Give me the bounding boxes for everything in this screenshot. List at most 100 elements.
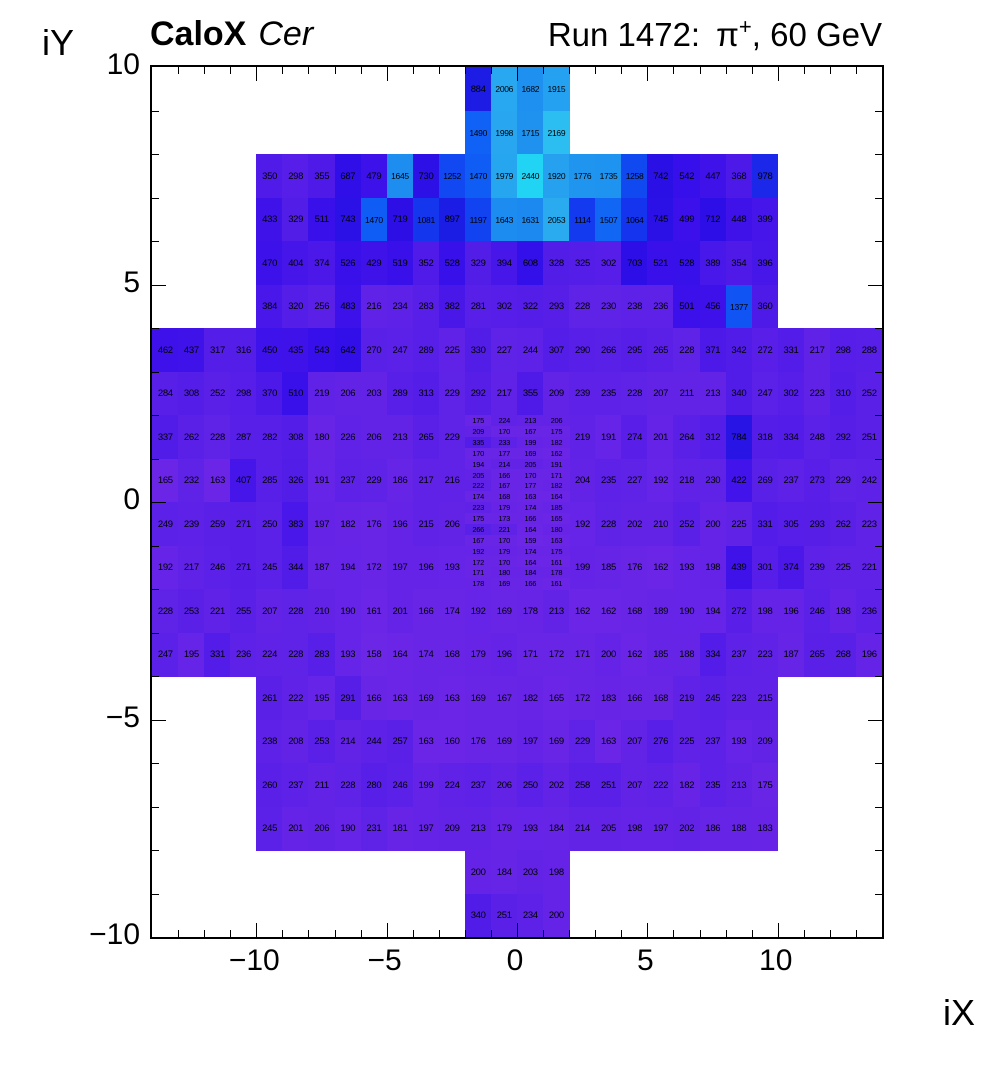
heatmap-cell: 742 [647, 154, 674, 199]
axis-tick [875, 371, 882, 373]
heatmap-fine-cell: 191 [543, 458, 570, 470]
axis-tick [204, 930, 206, 937]
heatmap-cell: 1507 [595, 197, 622, 242]
heatmap-cell: 174 [438, 589, 466, 634]
axis-tick [230, 930, 232, 937]
x-tick-label: −5 [367, 944, 402, 977]
axis-tick [868, 719, 882, 721]
heatmap-cell: 167 [490, 676, 518, 721]
heatmap-cell: 448 [725, 197, 753, 242]
heatmap-cell: 255 [230, 589, 257, 634]
heatmap-fine-cell: 177 [490, 447, 518, 459]
heatmap-cell: 272 [751, 328, 779, 373]
heatmap-cell: 217 [178, 545, 205, 590]
axis-tick [412, 67, 414, 74]
heatmap-cell: 198 [621, 806, 648, 851]
heatmap-cell: 169 [543, 719, 570, 764]
axis-tick [777, 67, 779, 81]
heatmap-cell: 298 [230, 371, 257, 416]
heatmap-fine-cell: 167 [490, 480, 518, 492]
heatmap-fine-cell: 168 [490, 491, 518, 503]
heatmap-cell: 262 [178, 415, 205, 460]
heatmap-cell: 205 [595, 806, 622, 851]
heatmap-cell: 245 [699, 676, 727, 721]
axis-tick [621, 930, 623, 937]
heatmap-cell: 354 [725, 241, 753, 286]
heatmap-cell: 1645 [386, 154, 414, 199]
heatmap-cell: 171 [569, 632, 596, 677]
heatmap-cell: 745 [647, 197, 674, 242]
heatmap-cell: 217 [412, 458, 440, 503]
heatmap-cell: 1258 [621, 154, 648, 199]
heatmap-fine-cell: 185 [543, 502, 570, 514]
axis-tick [517, 923, 518, 937]
heatmap-cell: 237 [777, 458, 805, 503]
heatmap-cell: 437 [178, 328, 205, 373]
heatmap-cell: 197 [308, 502, 336, 547]
heatmap-cells-layer: 884 2006 1682 1915 1490 1998 1715 2169 350 298 355… [152, 67, 882, 937]
heatmap-cell: 389 [699, 241, 727, 286]
heatmap-cell: 784 [725, 415, 753, 460]
heatmap-cell: 256 [308, 284, 336, 329]
heatmap-cell: 175 [751, 763, 779, 808]
heatmap-cell: 350 [256, 154, 283, 199]
heatmap-cell: 198 [751, 589, 779, 634]
y-tick-label: 10 [106, 48, 140, 81]
heatmap-cell: 253 [178, 589, 205, 634]
heatmap-cell: 284 [152, 371, 179, 416]
title-channel: Cer [258, 15, 314, 53]
axis-tick [256, 923, 258, 937]
heatmap-cell: 202 [673, 806, 701, 851]
axis-tick [875, 328, 882, 329]
heatmap-cell: 206 [308, 806, 336, 851]
heatmap-cell: 329 [282, 197, 309, 242]
heatmap-cell: 1114 [569, 197, 596, 242]
heatmap-fine-cell: 171 [464, 567, 492, 579]
heatmap-cell: 197 [412, 806, 440, 851]
heatmap-cell: 274 [621, 415, 648, 460]
heatmap-cell: 228 [204, 415, 231, 460]
heatmap-cell: 251 [595, 763, 622, 808]
heatmap-cell: 1377 [725, 284, 753, 329]
heatmap-cell: 228 [595, 502, 622, 547]
axis-tick [875, 589, 882, 590]
y-axis-title: iY [42, 22, 75, 63]
axis-tick [868, 502, 882, 503]
heatmap-cell: 239 [803, 545, 831, 590]
heatmap-cell: 236 [230, 632, 257, 677]
axis-tick [725, 930, 727, 937]
heatmap-cell: 251 [855, 415, 882, 460]
heatmap-cell: 329 [464, 241, 492, 286]
heatmap-cell: 247 [751, 371, 779, 416]
heatmap-fine-cell: 182 [543, 436, 570, 449]
axis-tick [490, 930, 492, 937]
heatmap-cell: 1920 [543, 154, 570, 199]
axis-tick [875, 458, 882, 460]
heatmap-cell: 166 [360, 676, 388, 721]
heatmap-cell: 162 [569, 589, 596, 634]
heatmap-fine-cell: 175 [464, 415, 492, 427]
heatmap-cell: 235 [595, 458, 622, 503]
heatmap-fine-cell: 221 [490, 523, 518, 536]
axis-tick [152, 371, 159, 373]
heatmap-fine-cell: 205 [517, 458, 544, 470]
heatmap-cell: 198 [699, 545, 727, 590]
heatmap-cell: 293 [803, 502, 831, 547]
heatmap-cell: 223 [751, 632, 779, 677]
axis-tick [152, 284, 166, 286]
heatmap-cell: 176 [621, 545, 648, 590]
heatmap-cell: 172 [360, 545, 388, 590]
heatmap-cell: 1643 [490, 197, 518, 242]
heatmap-cell: 325 [569, 241, 596, 286]
heatmap-cell: 234 [386, 284, 414, 329]
axis-tick [152, 545, 159, 547]
heatmap-cell: 232 [178, 458, 205, 503]
heatmap-cell: 1915 [543, 67, 570, 112]
heatmap-cell: 210 [647, 502, 674, 547]
heatmap-cell: 203 [360, 371, 388, 416]
heatmap-cell: 1776 [569, 154, 596, 199]
heatmap-cell: 195 [178, 632, 205, 677]
heatmap-fine-cell: 170 [490, 556, 518, 568]
heatmap-cell: 280 [360, 763, 388, 808]
heatmap-cell: 199 [412, 763, 440, 808]
